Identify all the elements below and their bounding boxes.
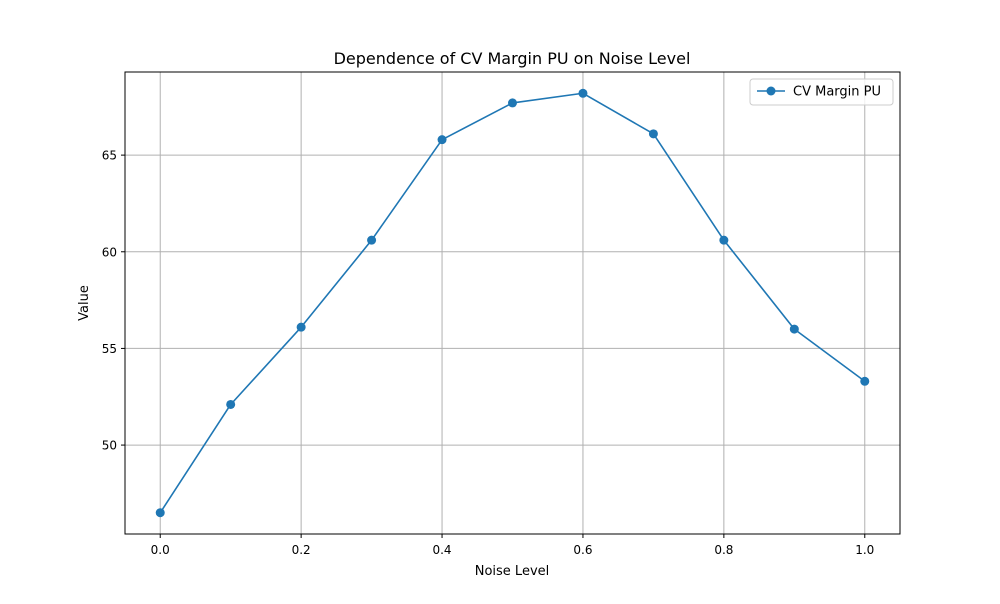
series-line [159, 92, 866, 514]
data-point [860, 376, 870, 386]
grid-layer [125, 72, 900, 534]
series-layer [155, 88, 870, 518]
data-point [719, 235, 729, 245]
axes-frame [124, 71, 901, 535]
x-tick-label: 0.0 [151, 543, 170, 557]
y-tick-label: 65 [102, 149, 117, 163]
y-tick-label: 60 [102, 245, 117, 259]
legend-marker-swatch [766, 86, 776, 96]
data-point [578, 88, 588, 98]
y-axis-label: Value [77, 285, 92, 321]
x-tick-label: 0.4 [432, 543, 451, 557]
data-point [437, 135, 447, 145]
data-point [226, 399, 236, 409]
x-tick-label: 0.6 [573, 543, 592, 557]
tick-layer: 0.0 0.2 0.4 0.6 0.8 1.0 50 55 60 65 [102, 149, 875, 557]
legend-box [749, 78, 894, 106]
x-tick-label: 0.8 [714, 543, 733, 557]
y-tick-label: 50 [102, 439, 117, 453]
data-point [648, 129, 658, 139]
y-tick-label: 55 [102, 342, 117, 356]
data-point [296, 322, 306, 332]
chart-title: Dependence of CV Margin PU on Noise Leve… [334, 49, 691, 68]
legend-label: CV Margin PU [793, 85, 881, 100]
x-tick-label: 1.0 [855, 543, 874, 557]
legend: CV Margin PU [749, 78, 894, 106]
x-tick-label: 0.2 [292, 543, 311, 557]
data-point [155, 508, 165, 518]
data-point [789, 324, 799, 334]
data-point [367, 235, 377, 245]
data-point [508, 98, 517, 108]
x-axis-label: Noise Level [475, 564, 550, 579]
